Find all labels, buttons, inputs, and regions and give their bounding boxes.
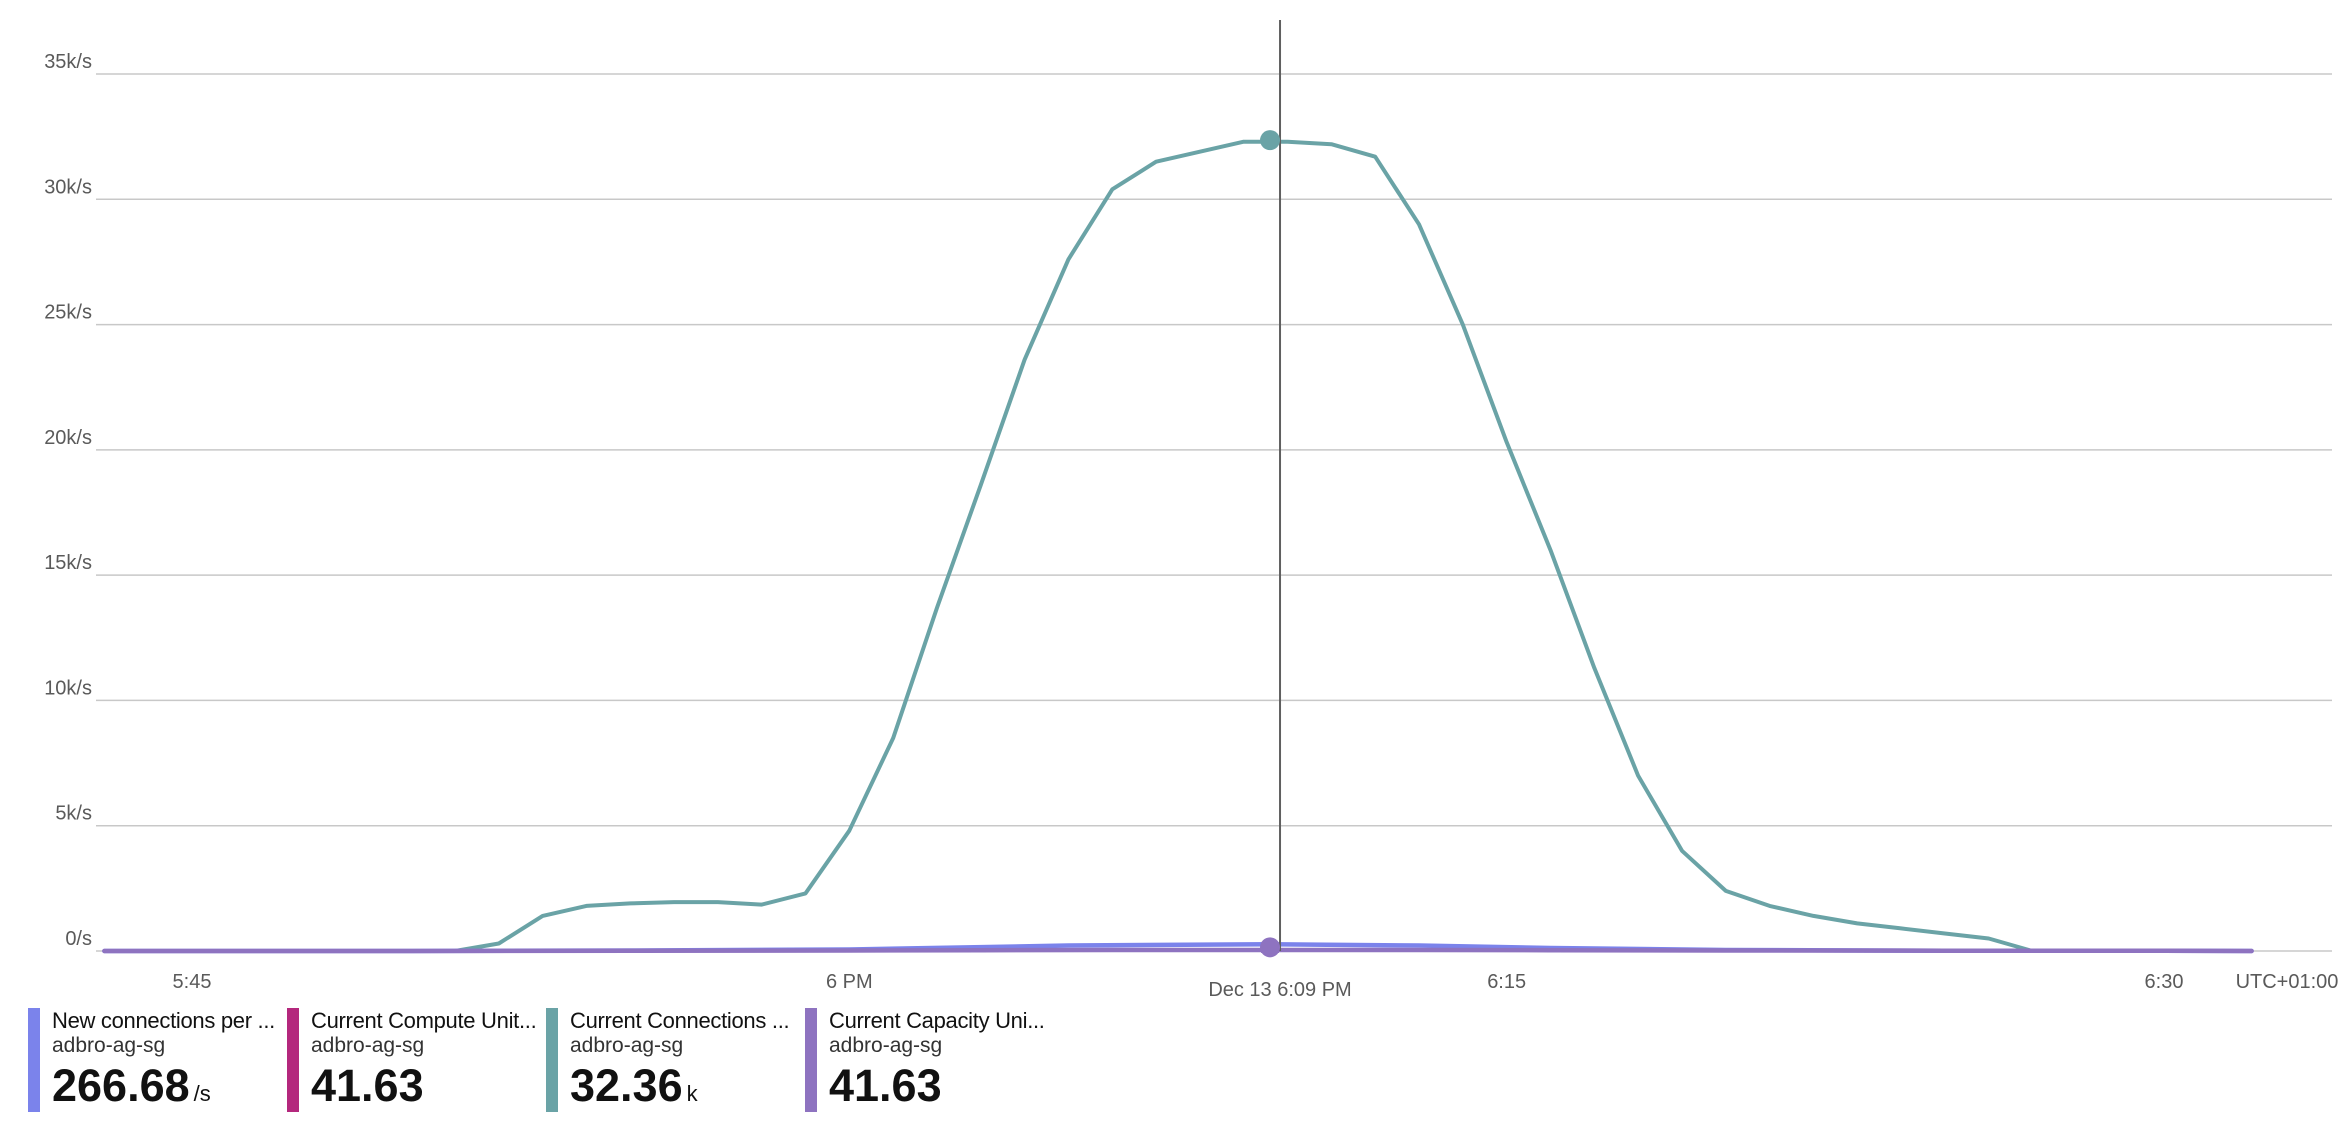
legend-color-swatch [546,1008,558,1112]
y-tick-label: 15k/s [44,552,92,574]
cursor-marker-connections [1260,130,1281,151]
legend-color-swatch [287,1008,299,1112]
legend-resource-name: adbro-ag-sg [52,1034,166,1057]
y-axis-ticks: 0/s 5k/s 10k/s 15k/s 20k/s 25k/s 30k/s 35k/s [44,51,92,950]
legend-metric-value: 266.68/s [52,1060,211,1111]
legend-unit: k [686,1081,698,1106]
legend-item-new-connections[interactable]: New connections per ... adbro-ag-sg 266.… [28,1008,287,1112]
legend-unit: /s [193,1081,211,1106]
y-tick-label: 35k/s [44,51,92,73]
legend-resource-name: adbro-ag-sg [829,1034,943,1057]
legend-metric-name: Current Capacity Uni... [829,1008,1045,1033]
x-tick-label: 6:15 [1487,971,1526,993]
legend-resource-name: adbro-ag-sg [311,1034,425,1057]
y-tick-label: 0/s [65,928,92,950]
series-line [102,947,2254,954]
x-tick-label: 6 PM [826,971,873,993]
legend-metric-name: New connections per ... [52,1008,275,1033]
y-tick-label: 5k/s [55,803,92,825]
y-gridlines [96,73,2332,952]
x-tick-label: 6:30 [2145,971,2184,993]
series-line [102,139,2254,953]
legend-resource-name: adbro-ag-sg [570,1034,684,1057]
cursor-markers [1260,130,1281,958]
legend-metric-value: 41.63 [311,1060,424,1111]
legend-item-current-connections[interactable]: Current Connections ... adbro-ag-sg 32.3… [546,1008,805,1112]
series-lines [102,139,2254,954]
legend-item-capacity-units[interactable]: Current Capacity Uni... adbro-ag-sg 41.6… [805,1008,1064,1112]
x-tick-label: 5:45 [173,971,212,993]
y-tick-label: 25k/s [44,302,92,324]
legend-item-compute-units[interactable]: Current Compute Unit... adbro-ag-sg 41.6… [287,1008,546,1112]
metrics-line-chart: 0/s 5k/s 10k/s 15k/s 20k/s 25k/s 30k/s 35k/s 5:… [44,20,2339,1000]
y-tick-label: 10k/s [44,677,92,699]
timezone-label: UTC+01:00 [2236,971,2339,993]
legend-metric-name: Current Compute Unit... [311,1008,537,1033]
y-tick-label: 30k/s [44,176,92,198]
chart-legend: New connections per ... adbro-ag-sg 266.… [28,1008,1064,1112]
legend-color-swatch [805,1008,817,1112]
legend-metric-name: Current Connections ... [570,1008,790,1033]
y-tick-label: 20k/s [44,427,92,449]
cursor-marker-baseline [1261,943,1280,953]
legend-metric-value: 41.63 [829,1060,942,1111]
legend-metric-value: 32.36 k [570,1060,698,1111]
legend-color-swatch [28,1008,40,1112]
x-axis-ticks: 5:45 6 PM 6:15 6:30 [173,971,2184,993]
cursor-time-label: Dec 13 6:09 PM [1208,979,1351,1000]
